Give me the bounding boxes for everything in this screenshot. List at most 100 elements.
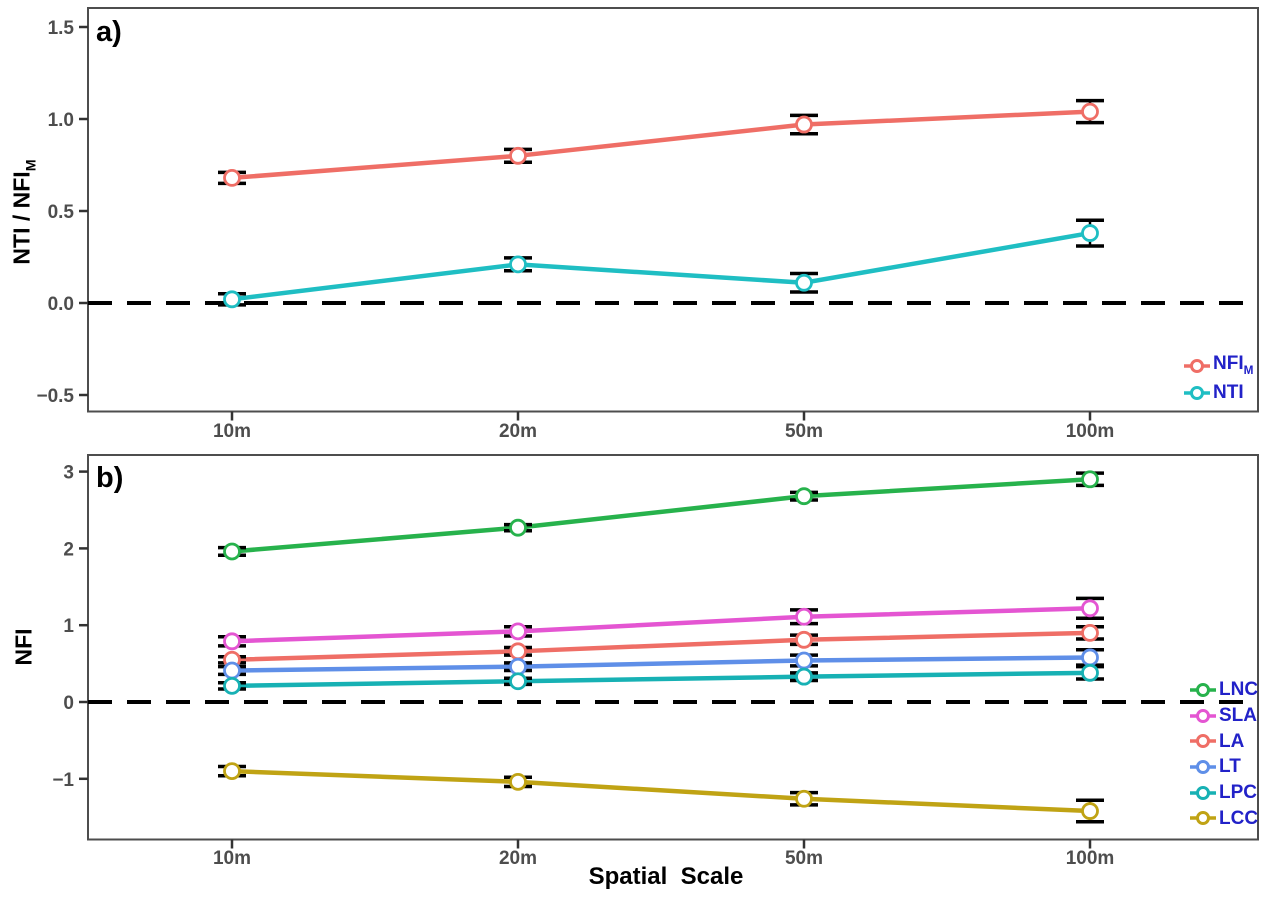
data-point-marker: [509, 622, 527, 641]
panel-a-y-axis-title-subscript: M: [23, 159, 40, 172]
data-point-marker: [795, 630, 813, 649]
legend-item-sla: SLA: [1189, 703, 1258, 729]
panel-b-legend: LNC SLA LA LT: [1189, 677, 1258, 831]
data-point-marker: [509, 518, 527, 537]
series-la: [218, 623, 1104, 669]
legend-label-lpc: LPC: [1219, 782, 1257, 804]
data-point-marker: [795, 651, 813, 670]
data-point-marker: [509, 146, 527, 165]
legend-item-lt: LT: [1189, 754, 1258, 780]
series-nti: [218, 218, 1104, 309]
data-point-marker: [509, 657, 527, 676]
y-tick-label: 0.5: [48, 202, 75, 223]
panel-a: −0.5 0.0 0.5 1.0 1.5 10m 20m 50m 100m: [36, 7, 1259, 442]
panel-b: −1 0 1 2 3 10m 20m 50m 100m: [52, 454, 1259, 869]
series-line: [231, 655, 1091, 673]
legend-label-lcc: LCC: [1219, 807, 1259, 829]
legend-label-nfim: NFIM: [1213, 353, 1254, 377]
sla-legend-key-icon: [1190, 708, 1216, 723]
series-line: [231, 230, 1091, 302]
legend-label-lt: LT: [1219, 756, 1241, 778]
data-point-marker: [509, 642, 527, 661]
data-point-marker: [795, 607, 813, 626]
y-tick-label: 1: [63, 616, 74, 637]
x-tick-label: 100m: [1066, 421, 1115, 442]
legend-item-lnc: LNC: [1189, 677, 1258, 703]
panel-a-legend: NFIM NTI: [1183, 352, 1253, 406]
legend-item-lcc: LCC: [1189, 805, 1258, 831]
series-lnc: [218, 470, 1104, 561]
legend-item-lpc: LPC: [1189, 780, 1258, 806]
y-tick-label: 1.0: [48, 110, 74, 131]
nti-legend-key-icon: [1184, 385, 1210, 400]
legend-label-sla: SLA: [1219, 705, 1257, 727]
panel-b-y-axis-title-text: NFI: [10, 628, 37, 666]
panel-a-label: a): [96, 16, 122, 48]
data-point-marker: [1081, 802, 1099, 820]
data-point-marker: [223, 542, 241, 561]
data-point-marker: [509, 255, 527, 274]
legend-item-nti: NTI: [1183, 379, 1253, 406]
panel-b-label: b): [96, 462, 124, 494]
series-line: [231, 606, 1091, 644]
data-point-marker: [795, 487, 813, 506]
lcc-legend-key-icon: [1190, 811, 1216, 826]
x-tick-label: 10m: [213, 421, 251, 442]
legend-item-la: LA: [1189, 728, 1258, 754]
data-point-marker: [223, 290, 241, 309]
panel-border: [87, 7, 1259, 413]
data-point-marker: [1081, 599, 1099, 618]
data-point-marker: [223, 762, 241, 781]
series-nfim: [218, 98, 1104, 187]
data-point-marker: [795, 273, 813, 292]
legend-label-lnc: LNC: [1219, 679, 1259, 701]
series-lpc: [218, 663, 1104, 695]
data-point-marker: [509, 772, 527, 791]
series-line: [231, 109, 1091, 181]
lnc-legend-key-icon: [1190, 682, 1216, 697]
y-tick-label: −1: [52, 770, 74, 791]
y-tick-label: −0.5: [36, 386, 74, 407]
la-legend-key-icon: [1190, 734, 1216, 749]
series-sla: [218, 596, 1104, 651]
y-tick-label: 3: [63, 463, 74, 484]
x-tick-label: 100m: [1066, 848, 1115, 869]
lpc-legend-key-icon: [1190, 785, 1216, 800]
data-point-marker: [795, 667, 813, 686]
legend-item-nfim: NFIM: [1183, 352, 1253, 379]
series-lcc: [218, 762, 1104, 824]
lt-legend-key-icon: [1190, 759, 1216, 774]
series-line: [231, 630, 1091, 663]
panel-border: [87, 454, 1259, 841]
data-point-marker: [223, 676, 241, 695]
data-point-marker: [223, 168, 241, 187]
x-axis-title: Spatial Scale: [588, 863, 744, 890]
data-point-marker: [223, 632, 241, 651]
data-point-marker: [223, 661, 241, 680]
x-tick-label: 50m: [785, 848, 823, 869]
data-point-marker: [795, 115, 813, 134]
x-tick-label: 20m: [499, 421, 537, 442]
data-point-marker: [1081, 224, 1099, 242]
y-tick-label: 1.5: [48, 18, 75, 39]
legend-label-nti: NTI: [1213, 382, 1244, 403]
x-tick-label: 50m: [785, 421, 823, 442]
data-point-marker: [509, 672, 527, 691]
x-tick-label: 10m: [213, 848, 251, 869]
series-line: [231, 477, 1091, 554]
series-line: [231, 670, 1091, 689]
panel-a-y-axis-title-text: NTI / NFI: [8, 171, 35, 265]
series-lt: [218, 648, 1104, 680]
data-point-marker: [1081, 623, 1099, 642]
data-point-marker: [795, 789, 813, 808]
y-tick-label: 0.0: [48, 294, 74, 315]
panel-a-y-axis-title: NTI / NFIM: [9, 159, 40, 264]
nfim-legend-key-icon: [1184, 358, 1210, 373]
data-point-marker: [1081, 648, 1099, 667]
data-point-marker: [1081, 663, 1099, 682]
data-point-marker: [1081, 470, 1099, 489]
legend-label-la: LA: [1219, 730, 1245, 752]
y-tick-label: 0: [63, 693, 74, 714]
